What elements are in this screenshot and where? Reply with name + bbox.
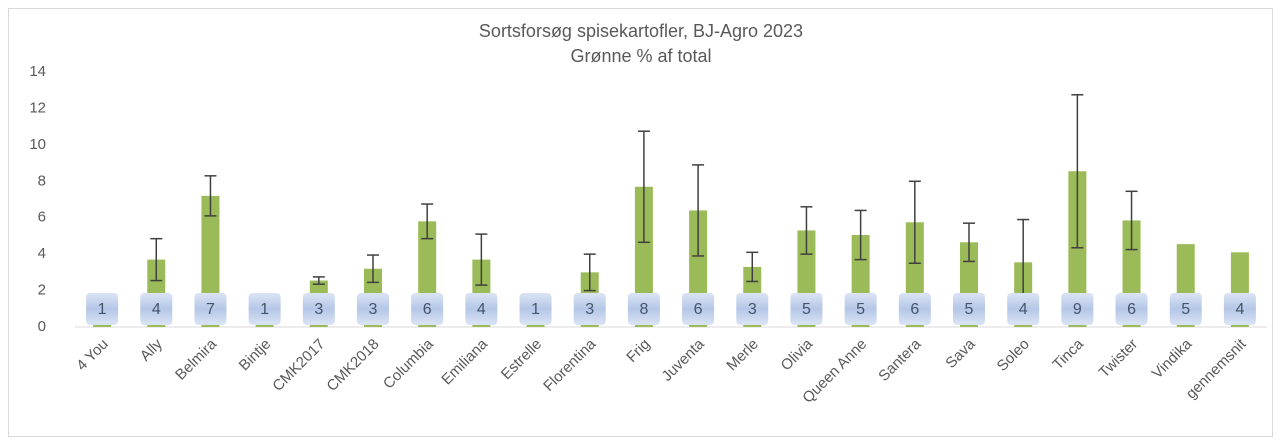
label-box (844, 293, 877, 325)
label-box (357, 293, 389, 325)
y-tick-label: 2 (38, 282, 46, 299)
label-box (519, 293, 552, 325)
data-label: 5 (802, 301, 811, 318)
bar (634, 186, 653, 327)
data-label: 1 (260, 301, 269, 318)
label-box (898, 293, 931, 325)
label-box (1007, 293, 1040, 325)
label-box (1223, 293, 1256, 325)
data-label: 8 (639, 301, 648, 318)
data-label: 4 (1019, 301, 1028, 318)
y-tick-label: 6 (38, 209, 46, 226)
label-box (194, 293, 227, 325)
label-box (790, 293, 823, 325)
label-box (302, 293, 335, 325)
data-label: 4 (1235, 301, 1244, 318)
data-label: 6 (910, 301, 919, 318)
data-label: 1 (98, 301, 107, 318)
label-box (86, 293, 119, 325)
label-box (1169, 293, 1202, 325)
y-tick-label: 14 (29, 63, 46, 80)
data-label: 6 (1127, 301, 1136, 318)
label-box (1115, 293, 1148, 325)
bar (1068, 171, 1087, 327)
data-label: 1 (531, 301, 540, 318)
data-label: 5 (1181, 301, 1190, 318)
data-label: 9 (1073, 301, 1082, 318)
data-label: 3 (585, 301, 594, 318)
y-tick-label: 12 (29, 99, 46, 116)
data-label: 3 (748, 301, 757, 318)
chart-title: Sortsforsøg spisekartofler, BJ-Agro 2023 (479, 21, 803, 41)
y-tick-label: 10 (29, 136, 46, 153)
label-box (627, 293, 660, 325)
label-box (682, 293, 715, 325)
data-label: 6 (694, 301, 703, 318)
y-tick-label: 0 (38, 318, 46, 335)
label-box (953, 293, 985, 325)
label-box (736, 293, 769, 325)
data-label: 5 (965, 301, 974, 318)
data-label: 3 (314, 301, 323, 318)
label-box (248, 293, 281, 325)
y-tick-label: 4 (38, 245, 46, 262)
chart-subtitle: Grønne % af total (570, 46, 711, 66)
data-label: 5 (856, 301, 865, 318)
label-box (573, 293, 606, 325)
y-tick-label: 8 (38, 172, 46, 189)
data-label: 6 (423, 301, 432, 318)
label-box (465, 293, 498, 325)
data-label: 4 (477, 301, 486, 318)
label-box (411, 293, 444, 325)
label-box (140, 293, 173, 325)
data-label: 3 (369, 301, 378, 318)
label-box (1061, 293, 1094, 325)
data-label: 4 (152, 301, 161, 318)
data-label: 7 (206, 301, 215, 318)
